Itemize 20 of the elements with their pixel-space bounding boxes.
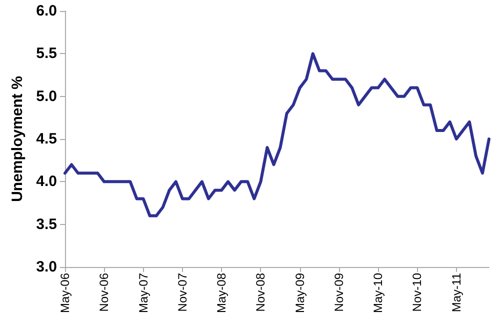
y-tick-label: 6.0 [36,2,57,20]
x-tick-label: May-11 [449,272,464,312]
x-tick-label: Nov-09 [332,272,346,312]
y-tick-label: 3.5 [36,216,57,233]
x-tick-label: May-07 [136,272,150,314]
line-series [64,52,490,218]
x-tick-label: Nov-06 [97,272,112,312]
y-tick-label: 5.5 [36,45,57,62]
x-tick-label: Nov-10 [410,272,424,312]
x-tick-label: May-09 [292,272,307,314]
x-tick-label: May-10 [371,272,386,314]
y-tick-label: 4.5 [36,130,57,148]
x-tick-label: Nov-07 [175,272,190,312]
y-tick-label: 5.0 [36,88,57,105]
x-tick-label: Nov-08 [254,272,268,312]
y-tick-label: 3.0 [36,258,57,276]
y-axis-title: Unemployment % [9,76,26,202]
x-tick-label: May-06 [58,272,72,314]
x-tick-label: May-08 [214,272,229,314]
y-tick-label: 4.0 [36,173,57,190]
